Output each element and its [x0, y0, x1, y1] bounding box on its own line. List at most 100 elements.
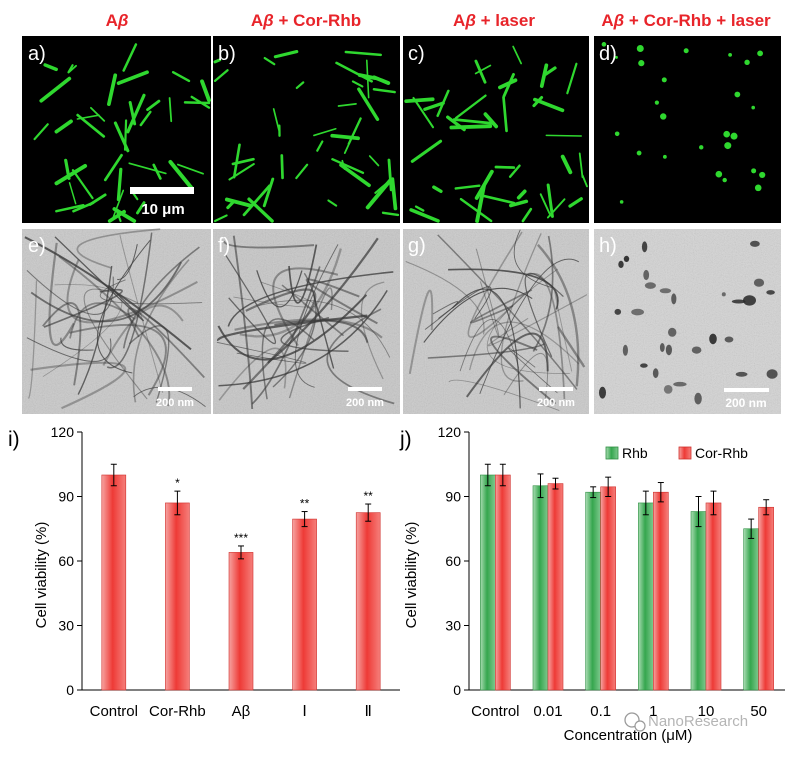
fluorescent-fibril	[185, 102, 209, 103]
scale-bar	[130, 187, 194, 194]
fluorescent-dot	[723, 131, 730, 138]
fluorescent-fibril	[451, 126, 490, 127]
panel-label-i: i)	[8, 428, 20, 451]
chart-i-bar	[293, 519, 317, 690]
legend-label-cor-rhb: Cor-Rhb	[695, 445, 748, 461]
watermark-text: NanoResearch	[648, 713, 748, 730]
legend-swatch-rhb	[606, 447, 618, 459]
tem-scale-bar-g	[539, 387, 573, 391]
tem-aggregate	[754, 279, 764, 287]
tem-aggregate	[615, 309, 622, 315]
fluorescent-fibril	[332, 136, 358, 139]
chart-i-xtick-label: Ⅱ	[365, 703, 372, 720]
chart-j-ytick-label: 90	[445, 489, 461, 505]
fluorescence-panel-d	[594, 36, 781, 223]
fluorescent-dot	[662, 77, 667, 82]
fluorescent-dot	[757, 50, 763, 56]
tem-aggregate	[640, 363, 648, 367]
tem-aggregate	[618, 261, 623, 268]
scale-bar-label: 10 μm	[141, 201, 184, 218]
chart-j-bar-cor-rhb	[759, 507, 774, 690]
chart-j-ylabel: Cell viability (%)	[403, 522, 420, 629]
chart-j-bar-rhb	[691, 512, 706, 690]
fluorescent-fibril	[406, 99, 433, 101]
tem-aggregate	[642, 241, 647, 252]
fluorescent-fibril	[282, 155, 283, 177]
tem-aggregate	[645, 282, 656, 289]
tem-aggregate	[692, 347, 702, 354]
chart-j-ytick-label: 120	[438, 424, 462, 440]
chart-j-xtick-label: Control	[471, 703, 519, 720]
panel-label-f: f)	[218, 235, 230, 257]
fluorescent-dot	[663, 155, 667, 159]
row-titles: Aβ Aβ + Cor-Rhb Aβ + laser Aβ + Cor-Rhb …	[106, 11, 771, 30]
panel-label-h: h)	[599, 235, 617, 257]
fluorescent-dot	[722, 178, 726, 182]
panel-label-g: g)	[408, 235, 426, 257]
tem-aggregate	[743, 295, 756, 305]
tem-aggregate	[766, 290, 775, 295]
tem-scale-label-h: 200 nm	[725, 396, 766, 410]
tem-aggregate	[660, 288, 671, 293]
chart-j-ytick-label: 30	[445, 618, 461, 634]
watermark: NanoResearch	[625, 713, 748, 731]
tem-aggregate	[624, 256, 629, 262]
chart-i-ytick-label: 90	[58, 489, 74, 505]
chart-j-bar-cor-rhb	[653, 492, 668, 690]
panel-label-a: a)	[28, 43, 46, 65]
chart-i-xtick-label: Control	[90, 703, 138, 720]
tem-scale-label-f: 200 nm	[346, 397, 384, 409]
tem-aggregate	[750, 241, 760, 247]
tem-scale-label-g: 200 nm	[537, 397, 575, 409]
chart-i-ytick-label: 0	[66, 682, 74, 698]
legend-swatch-cor-rhb	[679, 447, 691, 459]
panel-label-c: c)	[408, 43, 425, 65]
fluorescent-dot	[751, 168, 756, 173]
tem-scale-bar-h	[724, 388, 769, 392]
tem-aggregate	[736, 372, 748, 377]
row-title-c: Aβ + laser	[453, 11, 535, 30]
chart-i-ytick-label: 30	[58, 618, 74, 634]
fluorescent-fibril	[496, 167, 514, 168]
legend-label-rhb: Rhb	[622, 445, 648, 461]
fluorescent-dot	[751, 106, 755, 110]
chart-j-ytick-label: 60	[445, 553, 461, 569]
tem-aggregate	[671, 293, 676, 304]
fluorescence-panel-b	[213, 36, 400, 223]
tem-aggregate	[709, 334, 717, 345]
chart-i-bar	[102, 475, 126, 690]
tem-aggregate	[673, 382, 686, 387]
fluorescent-dot	[755, 185, 762, 192]
chart-j-bar-cor-rhb	[601, 487, 616, 690]
chart-j-ytick-label: 0	[453, 682, 461, 698]
tem-aggregate	[725, 337, 734, 343]
chart-j-bar-rhb	[533, 486, 548, 690]
row-title-b: Aβ + Cor-Rhb	[251, 11, 361, 30]
panel-label-d: d)	[599, 43, 617, 65]
chart-j-bar-rhb	[480, 475, 495, 690]
tem-aggregate	[694, 393, 701, 405]
tem-aggregate	[666, 345, 672, 356]
fluorescent-dot	[637, 45, 644, 52]
tem-aggregate	[660, 343, 665, 352]
tem-aggregate	[767, 369, 778, 379]
chart-i-xtick-label: Cor-Rhb	[149, 703, 206, 720]
chart-i-bar	[356, 513, 380, 690]
chart-j-xtick-label: 0.01	[533, 703, 562, 720]
panel-label-j: j)	[399, 428, 412, 451]
fluorescent-dot	[655, 101, 659, 105]
chart-i-significance: *	[175, 476, 180, 490]
chart-i-significance: **	[364, 489, 374, 503]
fluorescent-dot	[637, 151, 642, 156]
tem-aggregate	[653, 368, 659, 378]
fluorescent-dot	[744, 60, 749, 65]
fluorescent-dot	[699, 145, 703, 149]
fluorescent-dot	[716, 171, 723, 178]
chart-i-xtick-label: Ⅰ	[302, 703, 306, 720]
fluorescent-dot	[734, 92, 740, 98]
tem-aggregate	[631, 309, 644, 316]
fluorescent-dot	[724, 142, 731, 149]
tem-aggregate	[599, 387, 606, 399]
